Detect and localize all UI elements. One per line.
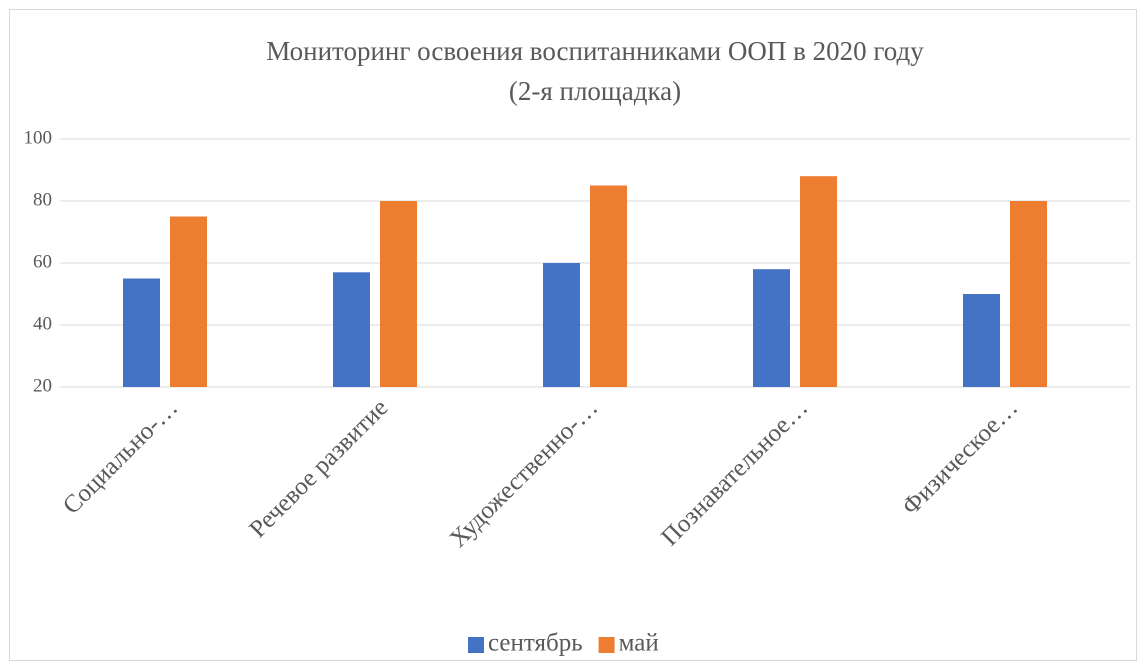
chart-subtitle: (2-я площадка) bbox=[509, 76, 681, 106]
bar bbox=[590, 185, 627, 387]
y-tick-label: 40 bbox=[33, 313, 52, 334]
y-tick-label: 60 bbox=[33, 251, 52, 272]
legend-swatch bbox=[598, 637, 615, 653]
bar bbox=[800, 176, 837, 387]
bar bbox=[753, 269, 790, 387]
bar bbox=[1010, 201, 1047, 387]
bar bbox=[380, 201, 417, 387]
y-tick-label: 20 bbox=[33, 375, 52, 396]
y-tick-label: 100 bbox=[24, 127, 53, 148]
bar bbox=[333, 272, 370, 387]
bar bbox=[123, 278, 160, 387]
bar bbox=[543, 263, 580, 387]
bar bbox=[963, 294, 1000, 387]
legend-label: май bbox=[619, 630, 659, 657]
y-tick-label: 80 bbox=[33, 189, 52, 210]
bar bbox=[170, 216, 207, 387]
legend-swatch bbox=[468, 637, 484, 653]
chart-title: Мониторинг освоения воспитанниками ООП в… bbox=[266, 36, 924, 66]
legend-label: сентябрь bbox=[488, 630, 583, 657]
